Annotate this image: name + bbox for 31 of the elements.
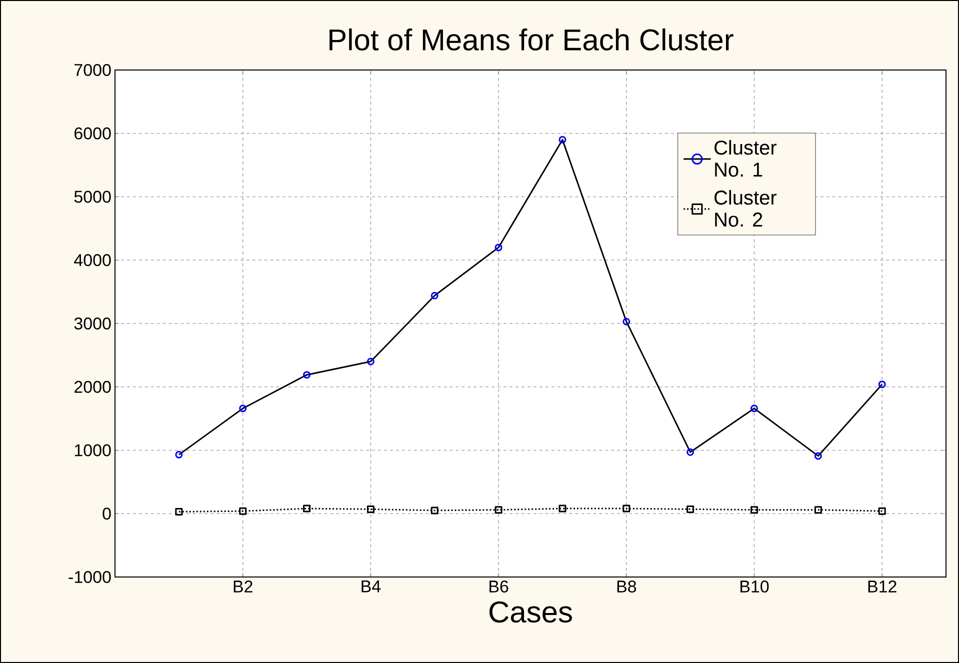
point (686, 505, 694, 513)
point (494, 506, 502, 514)
point (878, 507, 886, 515)
x-tick-label: B8 (617, 580, 636, 593)
y-tick-label: 0 (102, 508, 111, 520)
x-tick-label: B4 (362, 580, 381, 592)
legend-label: Cluster No. 2 (714, 190, 777, 227)
point (175, 508, 183, 516)
y-tick-label: 1000 (74, 444, 111, 456)
x-tick-label: B10 (740, 580, 769, 593)
point (750, 506, 758, 514)
y-tick-label: 5000 (74, 190, 111, 203)
point (430, 506, 438, 514)
point (622, 504, 630, 512)
y-tick-label: 7000 (74, 64, 111, 76)
chart-title: Plot of Means for Each Cluster (330, 28, 734, 50)
y-tick-label: 4000 (74, 254, 111, 266)
x-tick-label: B2 (234, 580, 252, 592)
x-axis-title: Cases (490, 601, 572, 623)
point (239, 507, 247, 515)
point (558, 504, 566, 512)
point (366, 505, 374, 513)
y-tick-label: 3000 (74, 317, 111, 330)
x-tick-label: B6 (490, 580, 508, 593)
y-tick-label: -1000 (68, 570, 111, 584)
y-tick-label: 6000 (74, 127, 111, 140)
legend-label: Cluster No. 1 (714, 140, 777, 177)
point (814, 506, 822, 514)
point (303, 504, 311, 512)
y-tick-label: 2000 (74, 380, 111, 393)
x-tick-label: B12 (868, 580, 896, 592)
